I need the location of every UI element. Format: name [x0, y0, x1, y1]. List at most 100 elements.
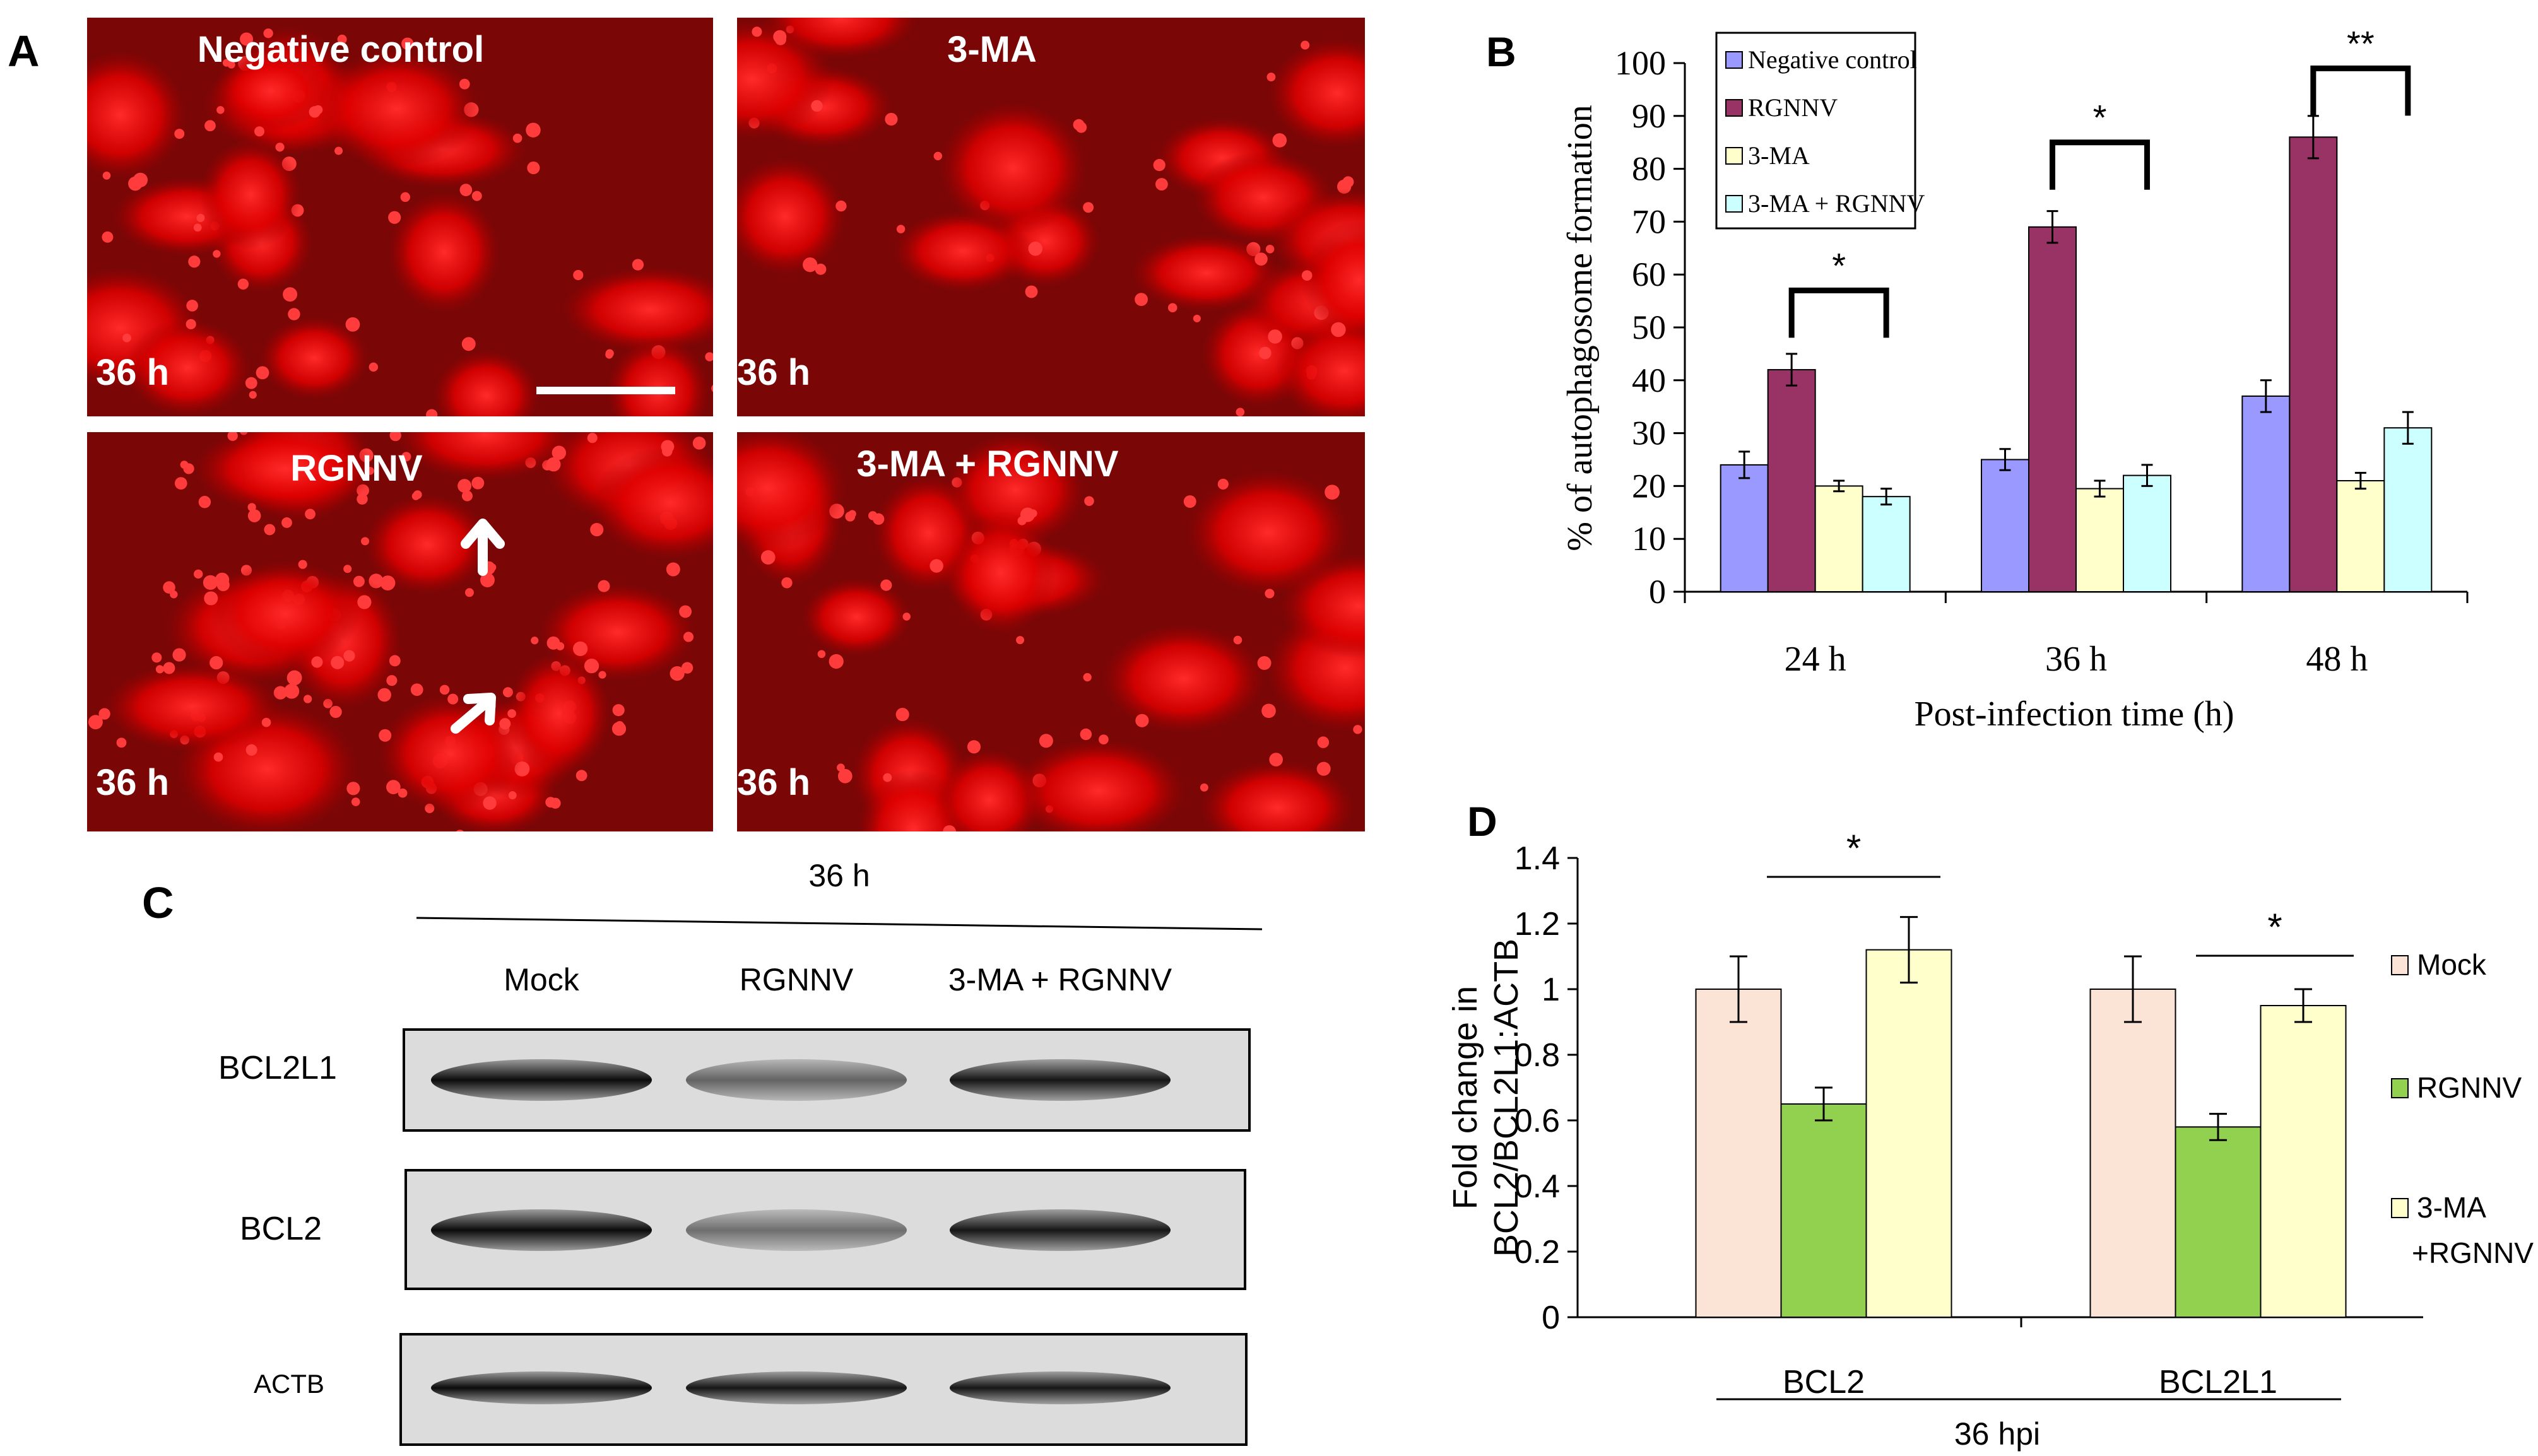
autophagosome-dot: [1080, 728, 1092, 741]
autophagosome-dot: [587, 433, 598, 443]
autophagosome-dot: [98, 708, 110, 720]
autophagosome-dot: [426, 409, 438, 416]
chart-d-bar: [2175, 1126, 2262, 1318]
autophagosome-dot: [256, 366, 269, 380]
cell: [1131, 234, 1282, 312]
autophagosome-dot: [1233, 635, 1242, 645]
chart-b-significance-label: *: [1832, 245, 1846, 285]
chart-b-y-tick-label: 100: [1615, 44, 1666, 82]
autophagosome-dot: [1028, 241, 1042, 256]
blot-band: [686, 1209, 907, 1251]
autophagosome-dot: [598, 580, 610, 592]
chart-d-bar: [2260, 1005, 2347, 1318]
autophagosome-dot: [353, 575, 365, 587]
cell: [505, 652, 611, 776]
autophagosome-dot: [346, 782, 360, 796]
autophagosome-dot: [692, 437, 706, 450]
autophagosome-dot: [357, 595, 372, 609]
chart-b-y-tick-label: 50: [1632, 308, 1666, 346]
autophagosome-dot: [1342, 176, 1354, 188]
cell: [1011, 738, 1186, 831]
chart-d-y-tick-label: 1: [1542, 972, 1560, 1008]
autophagosome-dot: [203, 575, 218, 590]
chart-d-y-tick-label: 0.2: [1514, 1234, 1560, 1271]
lane-label: 3-MA + RGNNV: [948, 962, 1172, 997]
cells: [42, 25, 713, 416]
cell: [938, 102, 1088, 235]
autophagosome-dot: [240, 32, 254, 46]
western-blot: 36 h Mock RGNNV 3-MA + RGNNV BCL2L1 BCL2…: [218, 858, 1263, 1446]
autophagosome-dot: [188, 255, 201, 268]
chart-b-category-label: 36 h: [2045, 640, 2107, 679]
chart-b-bar: [2241, 395, 2291, 592]
autophagosome-dot: [122, 333, 131, 343]
chart-d-y-axis-label-line-2: BCL2/BCL2L1:ACTB: [1487, 939, 1525, 1257]
autophagosome-dot: [480, 573, 495, 587]
blot-time-label: 36 h: [808, 858, 870, 893]
autophagosome-dot: [817, 650, 826, 659]
autophagosome-dot: [459, 184, 473, 196]
autophagosome-dot: [773, 30, 787, 44]
cell: [394, 432, 576, 481]
autophagosome-dot: [1236, 408, 1245, 416]
autophagosome-dot: [42, 358, 54, 370]
chart-b-bar: [1767, 369, 1816, 592]
autophagosome-dot: [227, 61, 235, 69]
chart-d-y-tick-label: 1.4: [1514, 840, 1560, 877]
cell: [87, 50, 187, 179]
chart-b-bar: [2289, 136, 2338, 592]
autophagosome-dot: [1317, 736, 1330, 748]
micrograph-time: 36 h: [96, 352, 169, 393]
autophagosome-dot: [1259, 346, 1272, 360]
chart-b-y-tick-label: 90: [1632, 97, 1666, 135]
band-label: ACTB: [254, 1369, 324, 1399]
chart-b-legend-label: 3-MA + RGNNV: [1748, 189, 1925, 218]
chart-d-category-label: BCL2: [1783, 1364, 1865, 1400]
autophagosome-dot: [531, 637, 539, 645]
autophagosome-dot: [1269, 753, 1283, 766]
autophagosome-dot: [281, 517, 292, 528]
chart-d-legend-swatch: [2391, 955, 2409, 975]
band-label: BCL2L1: [218, 1050, 337, 1086]
autophagosome-dot: [1254, 252, 1268, 266]
autophagosome-dot: [546, 457, 561, 472]
cell: [801, 578, 912, 656]
autophagosome-dot: [546, 636, 560, 650]
chart-d-y-axis-label-line-1: Fold change in: [1446, 986, 1484, 1209]
chart-b-bar: [1720, 464, 1769, 592]
autophagosome-dot: [1425, 602, 1438, 615]
autophagosome-dot: [254, 126, 265, 137]
autophagosome-dot: [499, 835, 508, 843]
chart-b-legend-swatch: [1725, 195, 1743, 213]
cell: [934, 748, 1044, 831]
chart-b-significance-bracket: [2310, 65, 2411, 116]
autophagosome-dot: [210, 655, 223, 670]
autophagosome-dot: [508, 791, 517, 800]
autophagosome-dot: [880, 579, 892, 591]
autophagosome-dot: [457, 479, 472, 493]
autophagosome-dot: [1167, 303, 1178, 313]
cells: [737, 18, 1365, 416]
cell: [433, 349, 540, 416]
autophagosome-dot: [483, 796, 497, 810]
autophagosome-dot: [186, 300, 198, 312]
lane-label: RGNNV: [740, 962, 854, 997]
chart-b-category-label: 24 h: [1785, 640, 1846, 679]
cell: [193, 432, 377, 514]
chart-d-category-label: BCL2L1: [2159, 1364, 2277, 1400]
cell: [1200, 760, 1355, 831]
chart-b-y-axis-label: % of autophagosome formation: [1561, 105, 1600, 551]
autophagosome-dot: [1431, 602, 1441, 611]
autophagosome-dot: [711, 384, 713, 392]
chart-d-legend-label: 3-MA: [2417, 1191, 2486, 1224]
autophagosome-dot: [380, 575, 396, 590]
autophagosome-dot: [213, 752, 223, 762]
autophagosome-dot: [213, 250, 221, 258]
autophagosome-dot: [186, 319, 196, 330]
micrograph-panel: Negative control 3-MA RGNNV 3-MA + RGNNV…: [42, 18, 1441, 843]
autophagosome-dot: [193, 223, 202, 232]
autophagosome-dot: [264, 524, 276, 536]
chart-b-significance-bracket: [2050, 139, 2150, 190]
autophagosome-dot: [1193, 314, 1201, 322]
autophagosome-dot: [249, 390, 257, 399]
